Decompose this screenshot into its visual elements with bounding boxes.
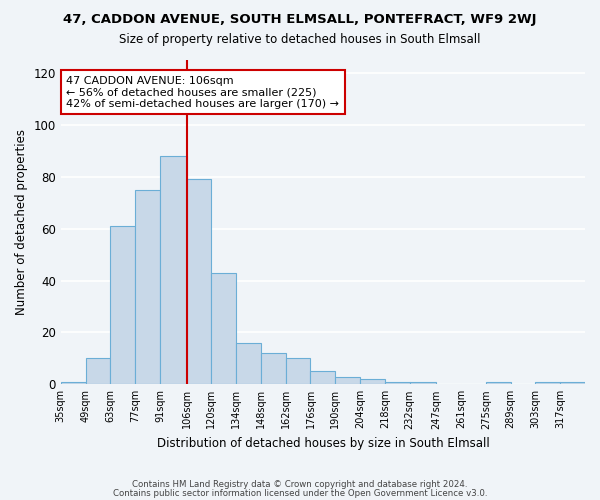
Bar xyxy=(335,376,360,384)
Bar xyxy=(360,379,385,384)
Bar xyxy=(187,180,211,384)
Bar xyxy=(110,226,135,384)
Bar xyxy=(486,382,511,384)
Bar xyxy=(61,382,86,384)
Text: 47, CADDON AVENUE, SOUTH ELMSALL, PONTEFRACT, WF9 2WJ: 47, CADDON AVENUE, SOUTH ELMSALL, PONTEF… xyxy=(63,12,537,26)
Bar xyxy=(310,372,335,384)
Bar xyxy=(410,382,436,384)
Text: 47 CADDON AVENUE: 106sqm
← 56% of detached houses are smaller (225)
42% of semi-: 47 CADDON AVENUE: 106sqm ← 56% of detach… xyxy=(66,76,339,109)
Bar xyxy=(135,190,160,384)
Bar xyxy=(535,382,560,384)
Bar xyxy=(261,353,286,384)
Bar xyxy=(236,343,261,384)
Bar xyxy=(160,156,187,384)
Text: Contains HM Land Registry data © Crown copyright and database right 2024.: Contains HM Land Registry data © Crown c… xyxy=(132,480,468,489)
Y-axis label: Number of detached properties: Number of detached properties xyxy=(15,129,28,315)
Bar xyxy=(286,358,310,384)
Bar xyxy=(86,358,110,384)
Bar xyxy=(211,272,236,384)
Text: Contains public sector information licensed under the Open Government Licence v3: Contains public sector information licen… xyxy=(113,489,487,498)
X-axis label: Distribution of detached houses by size in South Elmsall: Distribution of detached houses by size … xyxy=(157,437,489,450)
Bar xyxy=(560,382,585,384)
Text: Size of property relative to detached houses in South Elmsall: Size of property relative to detached ho… xyxy=(119,32,481,46)
Bar xyxy=(385,382,410,384)
